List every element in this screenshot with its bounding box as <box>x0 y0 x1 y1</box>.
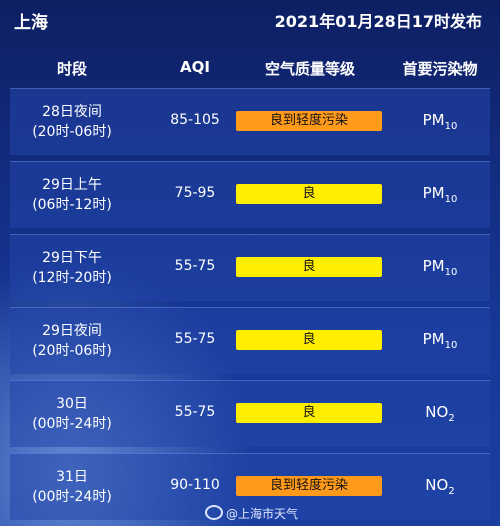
col-aqi: AQI <box>180 58 210 76</box>
period-day: 28日夜间 <box>42 104 102 120</box>
period-day: 30日 <box>56 396 88 412</box>
period-day: 29日下午 <box>42 250 102 266</box>
pollutant-name: NO <box>425 476 449 494</box>
pollutant: NO2 <box>388 476 492 497</box>
pollutant-name: PM <box>422 111 445 129</box>
pollutant-sub: 10 <box>444 121 458 132</box>
pollutant: NO2 <box>388 403 492 424</box>
table-row: 29日上午 (06时-12时) 75-95 良 PM10 <box>10 161 490 228</box>
col-grade: 空气质量等级 <box>264 60 355 78</box>
period-day: 29日上午 <box>42 177 102 193</box>
column-headers: 时段 AQI 空气质量等级 首要污染物 <box>0 52 500 84</box>
pollutant-name: PM <box>422 330 445 348</box>
table-row: 31日 (00时-24时) 90-110 良到轻度污染 NO2 <box>10 453 490 520</box>
period-day: 31日 <box>56 469 88 485</box>
pollutant-sub: 10 <box>444 267 458 278</box>
period-hours: (20时-06时) <box>32 124 112 140</box>
pollutant: PM10 <box>388 184 492 205</box>
table-row: 28日夜间 (20时-06时) 85-105 良到轻度污染 PM10 <box>10 88 490 155</box>
pollutant: PM10 <box>388 257 492 278</box>
aqi-value: 55-75 <box>174 258 216 274</box>
pollutant-sub: 2 <box>448 413 455 424</box>
grade-badge: 良 <box>236 403 382 423</box>
period-day: 29日夜间 <box>42 323 102 339</box>
aqi-value: 90-110 <box>170 477 220 493</box>
aqi-value: 75-95 <box>174 185 216 201</box>
pollutant-name: PM <box>422 184 445 202</box>
pollutant-name: NO <box>425 403 449 421</box>
period-hours: (00时-24时) <box>32 489 112 505</box>
grade-badge: 良到轻度污染 <box>236 111 382 131</box>
pollutant-sub: 2 <box>448 486 455 497</box>
watermark-text: @上海市天气 <box>226 507 299 521</box>
aqi-value: 85-105 <box>170 112 220 128</box>
pollutant-sub: 10 <box>444 340 458 351</box>
grade-badge: 良到轻度污染 <box>236 476 382 496</box>
grade-badge: 良 <box>236 330 382 350</box>
aqi-value: 55-75 <box>174 404 216 420</box>
watermark: @上海市天气 <box>205 505 298 522</box>
aqi-value: 55-75 <box>174 331 216 347</box>
period-hours: (06时-12时) <box>32 197 112 213</box>
table-row: 30日 (00时-24时) 55-75 良 NO2 <box>10 380 490 447</box>
period-hours: (12时-20时) <box>32 270 112 286</box>
grade-badge: 良 <box>236 184 382 204</box>
header: 上海 2021年01月28日17时发布 <box>0 0 500 36</box>
table-row: 29日下午 (12时-20时) 55-75 良 PM10 <box>10 234 490 301</box>
pollutant: PM10 <box>388 111 492 132</box>
pollutant: PM10 <box>388 330 492 351</box>
col-period: 时段 <box>56 60 87 78</box>
city-title: 上海 <box>14 13 48 33</box>
grade-badge: 良 <box>236 257 382 277</box>
period-hours: (20时-06时) <box>32 343 112 359</box>
pollutant-name: PM <box>422 257 445 275</box>
col-pollutant: 首要污染物 <box>402 60 478 78</box>
publish-time: 2021年01月28日17时发布 <box>274 12 482 31</box>
pollutant-sub: 10 <box>444 194 458 205</box>
period-hours: (00时-24时) <box>32 416 112 432</box>
weibo-icon <box>205 505 223 520</box>
table-row: 29日夜间 (20时-06时) 55-75 良 PM10 <box>10 307 490 374</box>
